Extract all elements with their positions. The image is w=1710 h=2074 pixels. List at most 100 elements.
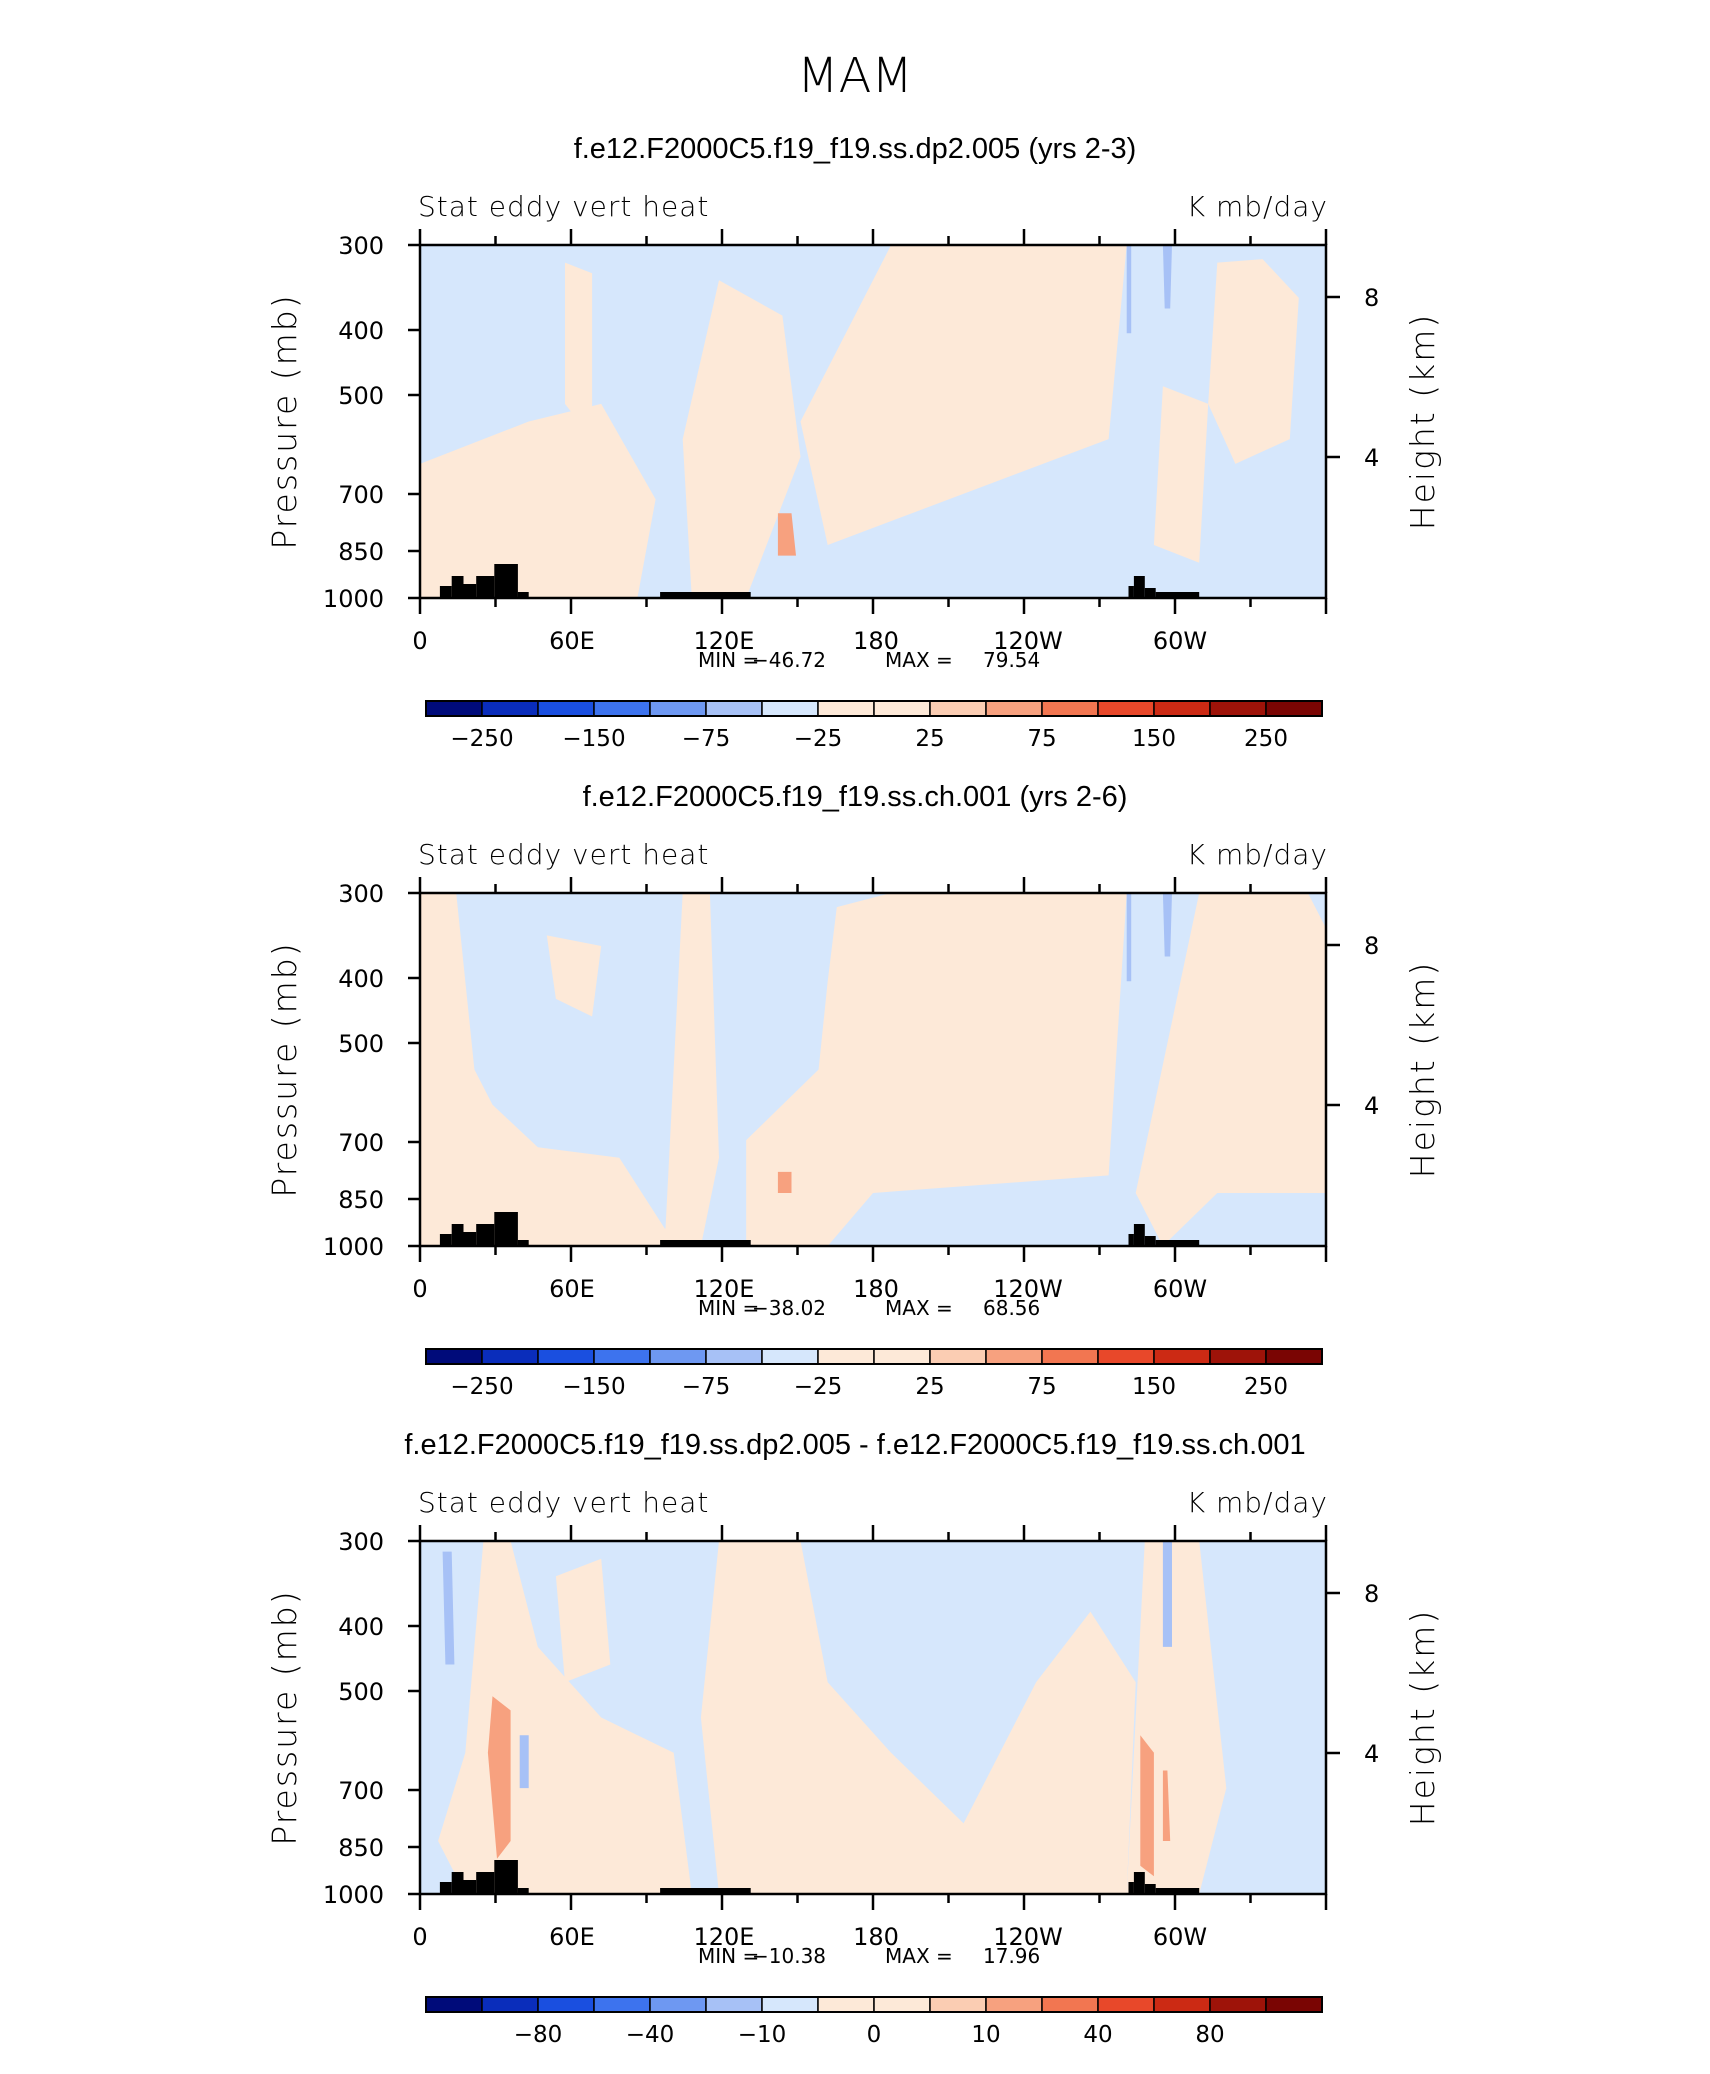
contour-region-1 bbox=[746, 893, 1127, 1246]
colorbar-box bbox=[593, 1996, 651, 2013]
topography-block-9 bbox=[1133, 1872, 1145, 1894]
right-label: K mb/day bbox=[1187, 838, 1328, 871]
colorbar: −80 −40 −10 0 10 40 80 bbox=[425, 1996, 1323, 2048]
y-tick-label: 400 bbox=[338, 1613, 384, 1641]
right-label: K mb/day bbox=[1187, 190, 1328, 223]
colorbar-box bbox=[537, 1348, 595, 1365]
contour-region-8 bbox=[1162, 893, 1172, 957]
y-tick-label: 1000 bbox=[323, 1881, 384, 1909]
contour-region-5 bbox=[1153, 386, 1209, 563]
colorbar-label: 250 bbox=[1244, 726, 1288, 752]
colorbar-label: −75 bbox=[682, 1374, 731, 1400]
y-right-tick-label: 4 bbox=[1364, 1092, 1379, 1120]
contour-region-7 bbox=[1162, 1770, 1171, 1841]
colorbar-label: 75 bbox=[1027, 726, 1056, 752]
colorbar-label: 0 bbox=[867, 2022, 882, 2048]
colorbar-box bbox=[817, 1996, 875, 2013]
y-right-tick-label: 4 bbox=[1364, 444, 1379, 472]
colorbar-label: 10 bbox=[971, 2022, 1000, 2048]
y-tick-label: 700 bbox=[338, 481, 384, 509]
left-label: Stat eddy vert heat bbox=[418, 838, 709, 871]
colorbar-box bbox=[1265, 700, 1323, 717]
topography-block-4 bbox=[476, 1872, 495, 1894]
x-tick-label: 120E bbox=[694, 627, 755, 655]
y-tick-label: 700 bbox=[338, 1129, 384, 1157]
colorbar-box bbox=[817, 700, 875, 717]
colorbar-box bbox=[1209, 700, 1267, 717]
contour-region-5 bbox=[487, 1696, 511, 1859]
colorbar-box bbox=[1097, 1348, 1155, 1365]
stat-max-label: MAX = bbox=[885, 648, 953, 672]
x-tick-label: 120E bbox=[694, 1923, 755, 1951]
colorbar-box bbox=[1041, 700, 1099, 717]
x-tick-label: 180 bbox=[853, 1275, 899, 1303]
topography-block-10 bbox=[1144, 1884, 1156, 1894]
topography-block-9 bbox=[1133, 576, 1145, 598]
y-axis-title: Pressure (mb) bbox=[265, 1589, 304, 1845]
colorbar-box bbox=[873, 1348, 931, 1365]
y-tick-label: 500 bbox=[338, 382, 384, 410]
colorbar-box bbox=[929, 700, 987, 717]
colorbar-box bbox=[649, 700, 707, 717]
colorbar-label: −25 bbox=[794, 726, 843, 752]
left-label: Stat eddy vert heat bbox=[418, 190, 709, 223]
colorbar-box bbox=[1041, 1996, 1099, 2013]
contour-region-6 bbox=[565, 262, 593, 440]
y-tick-label: 300 bbox=[338, 880, 384, 908]
colorbar-box bbox=[537, 1996, 595, 2013]
topography-block-8 bbox=[1128, 586, 1134, 598]
x-tick-label: 120W bbox=[993, 627, 1063, 655]
y-tick-label: 1000 bbox=[323, 585, 384, 613]
panel-title: f.e12.F2000C5.f19_f19.ss.dp2.005 (yrs 2-… bbox=[574, 133, 1137, 165]
contour-regions bbox=[438, 1541, 1227, 1894]
topography-block-7 bbox=[660, 1240, 751, 1246]
y-tick-label: 500 bbox=[338, 1678, 384, 1706]
colorbar-box bbox=[1209, 1996, 1267, 2013]
colorbar-box bbox=[425, 700, 483, 717]
panel-2: f.e12.F2000C5.f19_f19.ss.ch.001 (yrs 2-6… bbox=[265, 781, 1442, 1400]
topography-block-8 bbox=[1128, 1882, 1134, 1894]
colorbar-label: −250 bbox=[450, 1374, 513, 1400]
topography-block-2 bbox=[451, 1224, 464, 1246]
colorbar-box bbox=[1153, 1996, 1211, 2013]
x-tick-label: 0 bbox=[412, 1923, 427, 1951]
y-right-axis-title: Height (km) bbox=[1403, 313, 1442, 530]
right-label: K mb/day bbox=[1187, 1486, 1328, 1519]
topography-block-7 bbox=[660, 1888, 751, 1894]
stat-max-label: MAX = bbox=[885, 1296, 953, 1320]
y-tick-label: 400 bbox=[338, 965, 384, 993]
contour-region-2 bbox=[420, 893, 692, 1246]
contour-region-4 bbox=[1208, 259, 1299, 464]
panel-1: f.e12.F2000C5.f19_f19.ss.dp2.005 (yrs 2-… bbox=[265, 133, 1442, 752]
y-tick-label: 300 bbox=[338, 1528, 384, 1556]
colorbar-box bbox=[985, 1996, 1043, 2013]
topography-block-5 bbox=[494, 1212, 518, 1246]
colorbar-box bbox=[705, 1996, 763, 2013]
panel-3: f.e12.F2000C5.f19_f19.ss.dp2.005 - f.e12… bbox=[265, 1429, 1442, 2048]
topography-block-10 bbox=[1144, 588, 1156, 598]
colorbar-box bbox=[1265, 1996, 1323, 2013]
y-right-tick-label: 8 bbox=[1364, 1580, 1379, 1608]
contour-region-4 bbox=[555, 1558, 611, 1683]
contour-region-3 bbox=[664, 893, 719, 1246]
topography-block-4 bbox=[476, 576, 495, 598]
stat-max-value: 68.56 bbox=[983, 1296, 1040, 1320]
colorbar-box bbox=[873, 700, 931, 717]
topography-block-4 bbox=[476, 1224, 495, 1246]
topography-block-8 bbox=[1128, 1234, 1134, 1246]
contour-region-6 bbox=[777, 1171, 792, 1193]
colorbar-frame bbox=[425, 1996, 1323, 2013]
contour-region-4 bbox=[1135, 893, 1326, 1246]
colorbar-label: −10 bbox=[738, 2022, 787, 2048]
stat-max-value: 17.96 bbox=[983, 1944, 1040, 1968]
stat-min-label: MIN = bbox=[698, 1944, 759, 1968]
colorbar-label: 25 bbox=[915, 726, 944, 752]
stat-min-value: −46.72 bbox=[752, 648, 826, 672]
contour-region-3 bbox=[682, 280, 801, 598]
x-tick-label: 60E bbox=[549, 1923, 595, 1951]
colorbar-box bbox=[761, 700, 819, 717]
x-tick-label: 0 bbox=[412, 1275, 427, 1303]
colorbar-box bbox=[1097, 1996, 1155, 2013]
colorbar-frame bbox=[425, 1348, 1323, 1365]
